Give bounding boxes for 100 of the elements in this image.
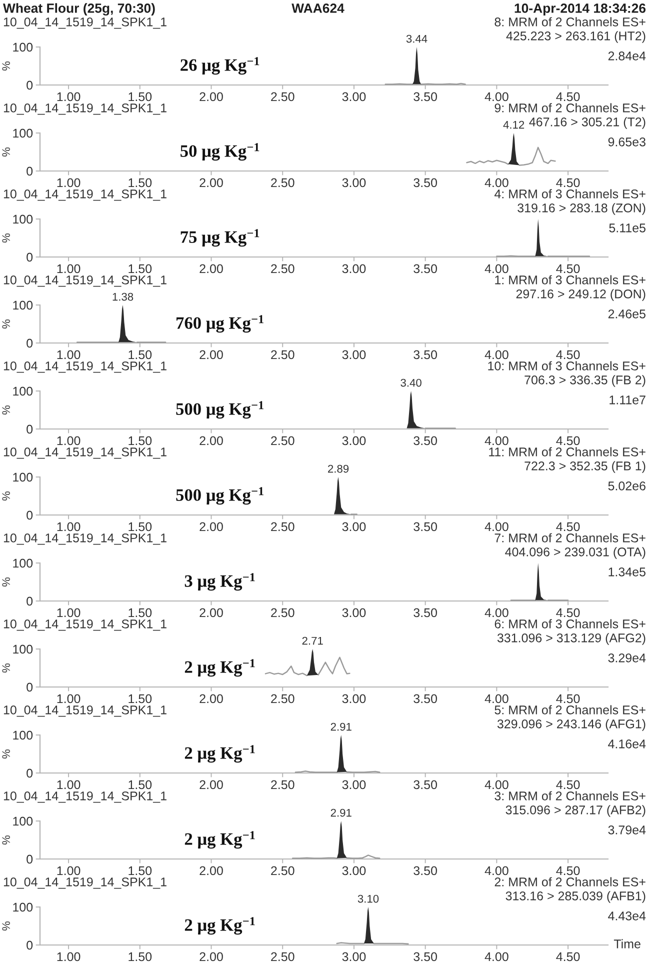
text: 4: MRM of 3 Channels ES+ — [494, 189, 646, 198]
y-tick-label: 100 — [13, 214, 33, 224]
y-tick-label: 100 — [13, 42, 33, 52]
text: 331.096 > 313.129 (AFG2) — [497, 633, 646, 645]
x-tick-label: 4.50 — [556, 350, 580, 360]
x-tick-label: 1.50 — [128, 92, 152, 102]
x-tick-label: 3.00 — [342, 694, 366, 704]
text: 10: MRM of 3 Channels ES+ — [488, 361, 646, 370]
x-tick-label: 2.50 — [271, 866, 294, 876]
x-tick-label: 2.00 — [200, 178, 223, 188]
x-tick-label: 1.50 — [128, 178, 152, 188]
x-tick-label: 1.50 — [128, 780, 152, 790]
x-tick-label: 2.00 — [200, 694, 223, 704]
x-tick-label: 4.00 — [484, 694, 508, 704]
text: 7: MRM of 2 Channels ES+ — [494, 533, 646, 542]
y-tick-label: 100 — [13, 558, 33, 568]
text: 722.3 > 352.35 (FB 1) — [524, 461, 646, 473]
y-tick-label: 0 — [26, 252, 33, 262]
x-tick-label: 4.50 — [556, 694, 580, 704]
y-tick-label: 0 — [26, 424, 33, 434]
x-tick-label: 3.50 — [414, 866, 438, 876]
y-axis-title: % — [2, 405, 10, 415]
x-tick-label: 2.50 — [271, 780, 294, 790]
x-tick-label: 3.50 — [414, 780, 438, 790]
x-tick-label: 2.00 — [200, 952, 223, 962]
x-tick-label: 4.50 — [556, 264, 580, 274]
y-axis-title: % — [2, 577, 10, 587]
x-tick-label: 1.50 — [128, 522, 152, 532]
text: 11: MRM of 2 Channels ES+ — [489, 447, 646, 456]
text: 4.16e4 — [608, 740, 646, 748]
y-tick-label: 100 — [13, 730, 33, 740]
x-tick-label: 4.00 — [484, 952, 508, 962]
x-tick-label: 3.50 — [414, 350, 438, 360]
x-tick-label: 2.00 — [200, 522, 223, 532]
y-axis-title: % — [2, 61, 10, 71]
annotation: 2 μg Kg$^{−1}$ — [184, 831, 255, 849]
x-tick-label: 1.50 — [128, 952, 152, 962]
x-tick-label: 1.00 — [57, 264, 80, 274]
chart-title: 10_04_14_1519_14_SPK1_1 — [4, 104, 166, 115]
annotation: 2 μg Kg$^{−1}$ — [184, 917, 255, 935]
annotation: 2.91 — [330, 808, 352, 817]
x-tick-label: 3.00 — [342, 780, 366, 790]
text: 9.65e3 — [608, 138, 646, 146]
x-tick-label: 4.00 — [484, 866, 508, 876]
y-tick-label: 0 — [26, 768, 33, 778]
x-tick-label: 1.00 — [57, 178, 80, 188]
text: 1.11e7 — [610, 396, 646, 404]
x-tick-label: 1.50 — [128, 436, 152, 446]
x-tick-label: 4.50 — [556, 866, 580, 876]
x-tick-label: 2.00 — [200, 436, 223, 446]
x-tick-label: 4.00 — [484, 780, 508, 790]
y-axis-title: % — [2, 319, 10, 329]
y-tick-label: 100 — [13, 644, 33, 654]
annotation: 2 μg Kg$^{−1}$ — [184, 659, 255, 677]
y-axis-title: % — [2, 491, 10, 501]
text: 8: MRM of 2 Channels ES+ — [494, 17, 646, 26]
text: WAA624 — [292, 4, 344, 13]
x-tick-label: 1.50 — [128, 866, 152, 876]
x-tick-label: 4.50 — [556, 92, 580, 102]
x-tick-label: 2.50 — [271, 436, 294, 446]
x-tick-label: 3.00 — [342, 522, 366, 532]
x-tick-label: 4.50 — [556, 522, 580, 532]
x-tick-label: 4.00 — [484, 92, 508, 102]
y-tick-label: 100 — [13, 816, 33, 826]
x-tick-label: 1.00 — [57, 780, 80, 790]
text: 706.3 > 336.35 (FB 2) — [524, 375, 646, 387]
x-tick-label: 1.50 — [128, 608, 152, 618]
x-tick-label: 1.00 — [57, 952, 80, 962]
x-tick-label: 4.50 — [556, 608, 580, 618]
x-tick-label: 2.50 — [271, 952, 294, 962]
y-axis-title: % — [2, 749, 10, 759]
chart-title: 10_04_14_1519_14_SPK1_1 — [4, 448, 166, 459]
y-tick-label: 0 — [26, 166, 33, 176]
annotation: 2 μg Kg$^{−1}$ — [184, 745, 255, 763]
x-tick-label: 3.00 — [342, 866, 366, 876]
x-tick-label: 1.50 — [128, 694, 152, 704]
x-tick-label: 3.00 — [342, 952, 366, 962]
annotation: 500 μg Kg$^{−1}$ — [176, 401, 264, 419]
x-tick-label: 3.00 — [342, 608, 366, 618]
x-tick-label: 3.00 — [342, 264, 366, 274]
text: 5: MRM of 2 Channels ES+ — [494, 705, 646, 714]
annotation: 75 μg Kg$^{−1}$ — [180, 229, 260, 247]
y-axis-title: % — [2, 921, 10, 931]
x-tick-label: 3.50 — [414, 608, 438, 618]
y-tick-label: 100 — [13, 300, 33, 310]
x-tick-label: 1.00 — [57, 436, 80, 446]
chart-title: 10_04_14_1519_14_SPK1_1 — [4, 878, 166, 889]
annotation: 2.89 — [328, 464, 349, 473]
x-tick-label: 3.50 — [414, 694, 438, 704]
annotation: 2.71 — [302, 636, 323, 645]
text: 2: MRM of 2 Channels ES+ — [494, 877, 646, 886]
y-axis-title: % — [2, 663, 10, 673]
x-tick-label: 4.50 — [556, 436, 580, 446]
x-tick-label: 2.50 — [271, 522, 294, 532]
annotation: 500 μg Kg$^{−1}$ — [176, 487, 264, 505]
y-tick-label: 0 — [26, 940, 33, 950]
text: 425.223 > 263.161 (HT2) — [506, 31, 646, 43]
x-tick-label: 4.50 — [556, 952, 580, 962]
x-tick-label: 3.50 — [414, 952, 438, 962]
x-tick-label: 1.00 — [57, 92, 80, 102]
